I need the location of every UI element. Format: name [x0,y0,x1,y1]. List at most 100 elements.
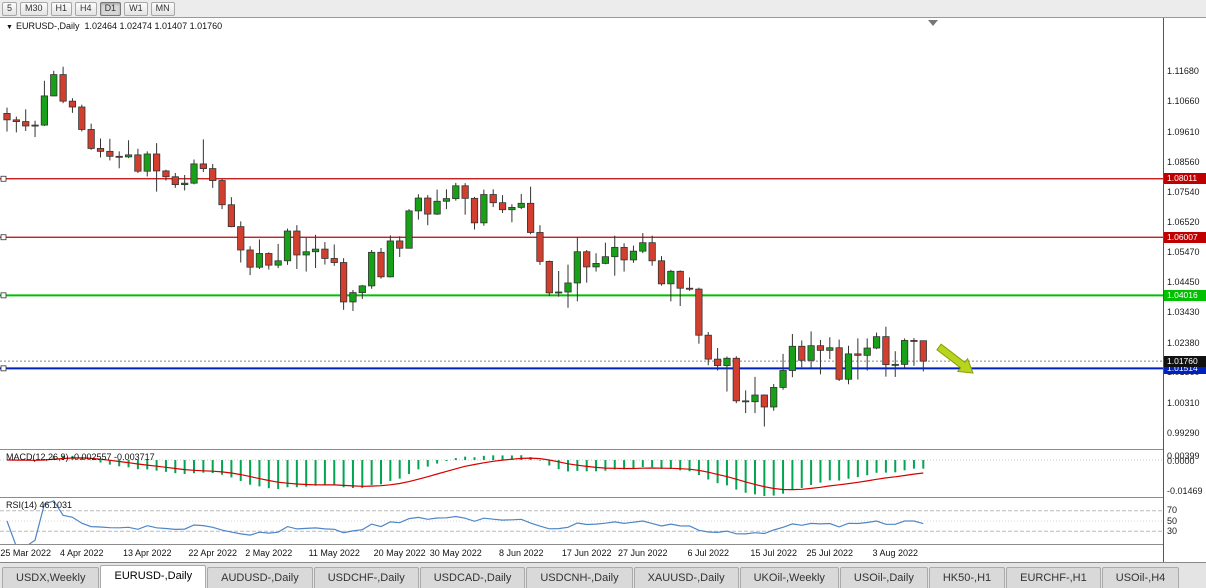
timeframe-button-h4[interactable]: H4 [75,1,97,16]
price-axis-label: 1.05470 [1167,247,1200,258]
candle [695,287,703,344]
candle [648,235,656,266]
timeframe-button-w1[interactable]: W1 [124,1,148,16]
candle [40,80,49,126]
macd-canvas[interactable] [0,450,1163,497]
candle [517,193,525,210]
candle [639,233,647,254]
date-axis[interactable]: 25 Mar 2022 4 Apr 2022 13 Apr 2022 22 Apr 2… [0,545,1163,562]
candle [50,70,58,97]
line-handle-icon [0,292,7,299]
price-axis[interactable]: 1.11680 1.10660 1.09610 1.08560 1.07540 1.065… [1163,18,1206,562]
chart-symbol-label: EURUSD-,Daily [15,21,80,31]
rsi-canvas[interactable] [0,498,1163,544]
price-axis-label: 1.08560 [1167,157,1200,168]
hline-support-green[interactable] [0,292,1163,299]
price-badge-support-blue: 1.01514 [1164,362,1206,374]
chart-canvas[interactable] [0,18,1163,449]
line-handle-icon [0,234,7,241]
price-axis-label: 1.11680 [1167,66,1199,77]
date-label: 27 Jun 2022 [618,548,668,558]
date-label: 17 Jun 2022 [561,548,612,558]
candle [592,253,600,272]
candle [152,143,161,192]
candle [583,249,591,283]
price-axis-label: 1.03430 [1167,306,1200,317]
timeframe-buttons: 5 M30 H1 H4 D1 W1 MN [2,1,175,16]
candle [601,242,610,265]
candle [134,148,142,173]
tab-hk50-h1[interactable]: HK50-,H1 [928,567,1006,588]
panel-separator[interactable] [0,497,1206,498]
timeframe-button-d1[interactable]: D1 [99,1,122,16]
candle [657,256,666,286]
candle [807,331,815,369]
candle [265,252,273,270]
candle [377,247,385,279]
candle [676,270,684,307]
candle [714,348,722,371]
hline-resistance-2[interactable] [0,234,1163,241]
candle [162,169,170,181]
candle [760,394,768,427]
candle [863,338,871,371]
candle [844,345,853,385]
macd-axis-label: 0.00399 [1167,450,1200,461]
tab-usdchf-daily[interactable]: USDCHF-,Daily [313,567,419,588]
date-label: 2 May 2022 [245,548,293,558]
macd-label: MACD(12,26,9) -0.002557 -0.003717 [6,452,155,462]
candle [685,277,694,291]
tab-usdx-weekly[interactable]: USDX,Weekly [2,567,100,588]
timeframe-button-m30[interactable]: M30 [20,1,48,16]
price-badge-resistance-1: 1.08011 [1164,173,1206,185]
price-axis-label: 0.99290 [1167,427,1200,438]
candle [349,289,357,311]
candle [255,239,264,269]
candle [461,183,469,215]
candle [330,244,338,266]
candle [826,337,834,360]
candle [12,116,20,133]
timeframe-button-mn[interactable]: MN [150,1,175,16]
rsi-axis-label: 70 [1167,505,1178,516]
candle [321,242,329,265]
candle [3,107,11,132]
symbol-marker-icon: ▼ [6,24,13,31]
tab-ukoil-weekly[interactable]: UKOil-,Weekly [739,567,839,588]
candle [302,237,310,272]
candle [835,339,843,382]
date-label: 11 May 2022 [308,548,360,558]
timeframe-button-h1[interactable]: H1 [50,1,73,16]
date-label: 25 Jul 2022 [806,548,854,558]
sell-arrow-object[interactable] [936,343,974,374]
tab-eurusd-daily[interactable]: EURUSD-,Daily [100,565,207,588]
date-label: 4 Apr 2022 [60,548,104,558]
tab-xauusd-daily[interactable]: XAUUSD-,Daily [633,567,739,588]
tab-usdcad-daily[interactable]: USDCAD-,Daily [419,567,526,588]
candle [854,338,862,380]
tab-usoil-h4[interactable]: USOil-,H4 [1101,567,1180,588]
date-label: 15 Jul 2022 [750,548,797,558]
panel-separator[interactable] [0,449,1206,450]
tab-eurchf-h1[interactable]: EURCHF-,H1 [1006,567,1101,588]
candle [68,98,77,113]
tab-usdcnh-daily[interactable]: USDCNH-,Daily [526,567,633,588]
price-axis-label: 1.00310 [1167,397,1200,408]
timeframe-toolbar: 5 M30 H1 H4 D1 W1 MN [0,0,1206,18]
candle [732,356,740,404]
rsi-label: RSI(14) 46.1031 [6,500,73,510]
candles-layer [3,66,927,427]
panel-separator[interactable] [0,544,1206,545]
candle [770,383,778,411]
timeframe-button-5[interactable]: 5 [2,1,18,16]
tab-usoil-daily[interactable]: USOil-,Daily [839,567,928,588]
chart-shift-marker-icon [928,20,938,26]
date-label: 3 Aug 2022 [872,548,919,558]
candle [283,228,292,265]
tab-audusd-daily[interactable]: AUDUSD-,Daily [207,567,313,588]
candle [190,159,198,185]
candle [779,353,787,390]
candle [124,140,133,159]
candle [489,189,497,208]
hline-support-blue[interactable] [0,365,1163,372]
